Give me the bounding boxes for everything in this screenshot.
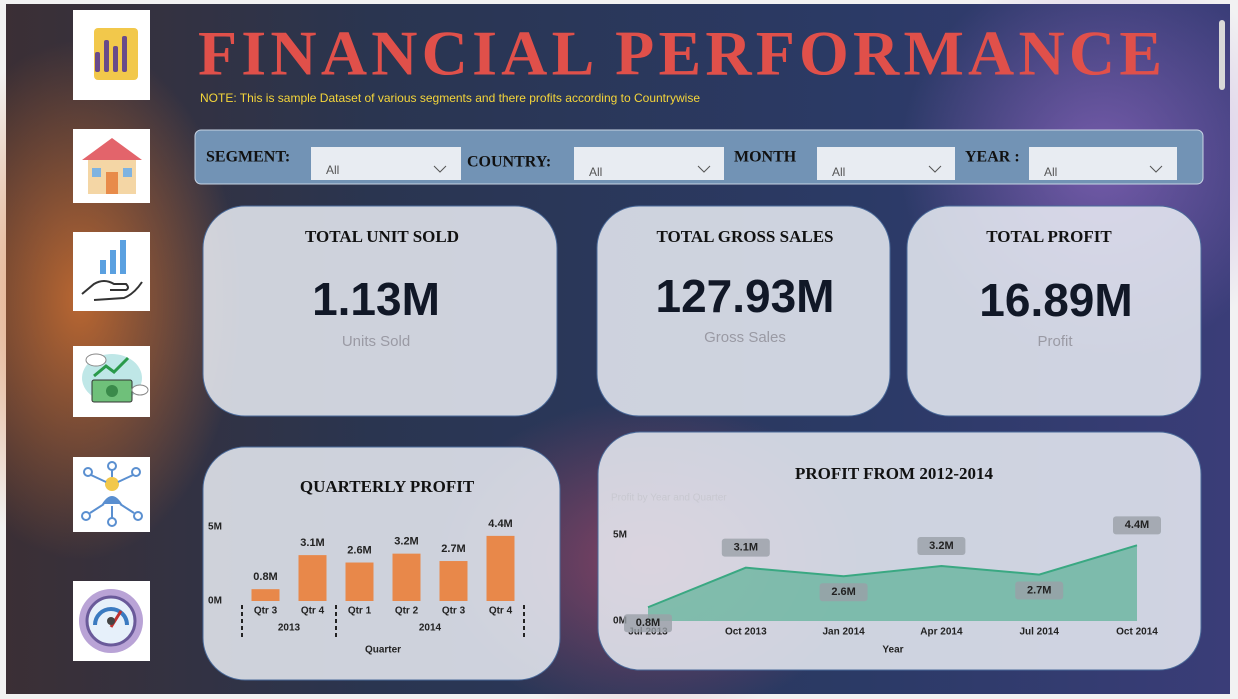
- bar: [298, 555, 327, 601]
- value-label-box: [721, 538, 770, 557]
- value-label: 2.6M: [347, 544, 371, 556]
- value-label: 4.4M: [1125, 519, 1149, 531]
- x-tick-label: Apr 2014: [920, 627, 963, 638]
- kpi-title: TOTAL UNIT SOLD: [305, 227, 459, 246]
- x-tick-label: Jan 2014: [822, 627, 865, 638]
- filter: SEGMENT: All COUNTRY: All MONTH All YEAR…: [206, 147, 1177, 180]
- value-label: 2.7M: [1027, 584, 1051, 596]
- x-group-label: 2014: [419, 623, 442, 634]
- dropdown[interactable]: [1029, 147, 1177, 180]
- value-label: 2.6M: [831, 586, 855, 598]
- chart-title: PROFIT FROM 2012-2014: [795, 464, 994, 483]
- x-tick-label: Oct 2014: [1116, 627, 1158, 638]
- x-tick-label: Qtr 3: [442, 606, 466, 617]
- y-tick-label: 5M: [208, 522, 222, 533]
- dropdown-value: All: [832, 165, 845, 179]
- page-note: NOTE: This is sample Dataset of various …: [200, 91, 700, 105]
- bar: [392, 553, 421, 601]
- dropdown[interactable]: [574, 147, 724, 180]
- y-tick-label: 0M: [613, 616, 627, 627]
- sidebar: [73, 10, 150, 661]
- x-group-label: 2013: [278, 623, 301, 634]
- card: [202, 205, 558, 417]
- value-label-box: [1113, 516, 1161, 535]
- card: [596, 205, 891, 417]
- value-label-box: [1015, 581, 1064, 600]
- bar: [345, 562, 374, 601]
- x-tick-label: Qtr 3: [254, 606, 278, 617]
- kpi-title: TOTAL GROSS SALES: [656, 227, 833, 246]
- card: [906, 205, 1202, 417]
- bar: [439, 561, 468, 601]
- value-label: 4.4M: [488, 518, 512, 530]
- filter-label: COUNTRY:: [467, 154, 551, 171]
- chart-title: QUARTERLY PROFIT: [300, 477, 475, 496]
- kpi-caption: Gross Sales: [704, 329, 786, 346]
- chevron: [433, 165, 447, 173]
- x-tick-label: Qtr 4: [301, 606, 325, 617]
- y-tick-label: 5M: [613, 530, 627, 541]
- kpi-card: TOTAL UNIT SOLD 1.13M Units Sold: [202, 205, 558, 417]
- value-label: 3.2M: [929, 540, 953, 552]
- y-tick-label: 0M: [208, 596, 222, 607]
- value-label-box: [819, 583, 868, 602]
- kpi-value: 127.93M: [655, 270, 834, 322]
- kpi-caption: Profit: [1037, 333, 1073, 350]
- chart-panel: [202, 446, 561, 681]
- dropdown-value: All: [589, 165, 602, 179]
- kpi-caption: Units Sold: [342, 333, 410, 350]
- value-label: 3.1M: [734, 542, 758, 554]
- chevron: [1149, 165, 1163, 173]
- bar: [486, 535, 515, 601]
- kpi-value: 16.89M: [979, 274, 1132, 326]
- kpi-card: TOTAL PROFIT 16.89M Profit: [906, 205, 1202, 417]
- chevron: [697, 165, 711, 173]
- line: [647, 544, 1138, 609]
- value-label-box: [917, 536, 966, 555]
- page-title: FINANCIAL PERFORMANCE: [198, 18, 1162, 89]
- value-label: 0.8M: [253, 571, 277, 583]
- filter-label: SEGMENT:: [206, 149, 290, 166]
- x-tick-label: Oct 2013: [725, 627, 767, 638]
- bar: [251, 589, 280, 601]
- chevron: [928, 165, 942, 173]
- x-axis-title: Year: [882, 645, 903, 656]
- dropdown-value: All: [326, 163, 339, 177]
- dropdown-value: All: [1044, 165, 1057, 179]
- kpi-value: 1.13M: [312, 273, 440, 325]
- filter-label: YEAR :: [965, 149, 1020, 166]
- x-tick-label: Qtr 1: [348, 606, 372, 617]
- x-tick-label: Qtr 4: [489, 606, 513, 617]
- dropdown[interactable]: [311, 147, 461, 180]
- x-tick-label: Jul 2014: [1019, 627, 1059, 638]
- chart-subtitle: Profit by Year and Quarter: [611, 493, 727, 504]
- value-label: 3.1M: [300, 537, 324, 549]
- value-label: 0.8M: [636, 617, 660, 629]
- dropdown[interactable]: [817, 147, 955, 180]
- value-label-box: [624, 614, 672, 633]
- filter-label: MONTH: [734, 149, 797, 166]
- scrollbar[interactable]: [1219, 20, 1225, 90]
- x-axis-title: Quarter: [365, 645, 401, 656]
- value-label: 2.7M: [441, 543, 465, 555]
- kpi-card: TOTAL GROSS SALES 127.93M Gross Sales: [596, 205, 891, 417]
- x-tick-label: Qtr 2: [395, 606, 419, 617]
- kpi-title: TOTAL PROFIT: [986, 227, 1112, 246]
- value-label: 3.2M: [394, 536, 418, 548]
- area: [648, 545, 1137, 621]
